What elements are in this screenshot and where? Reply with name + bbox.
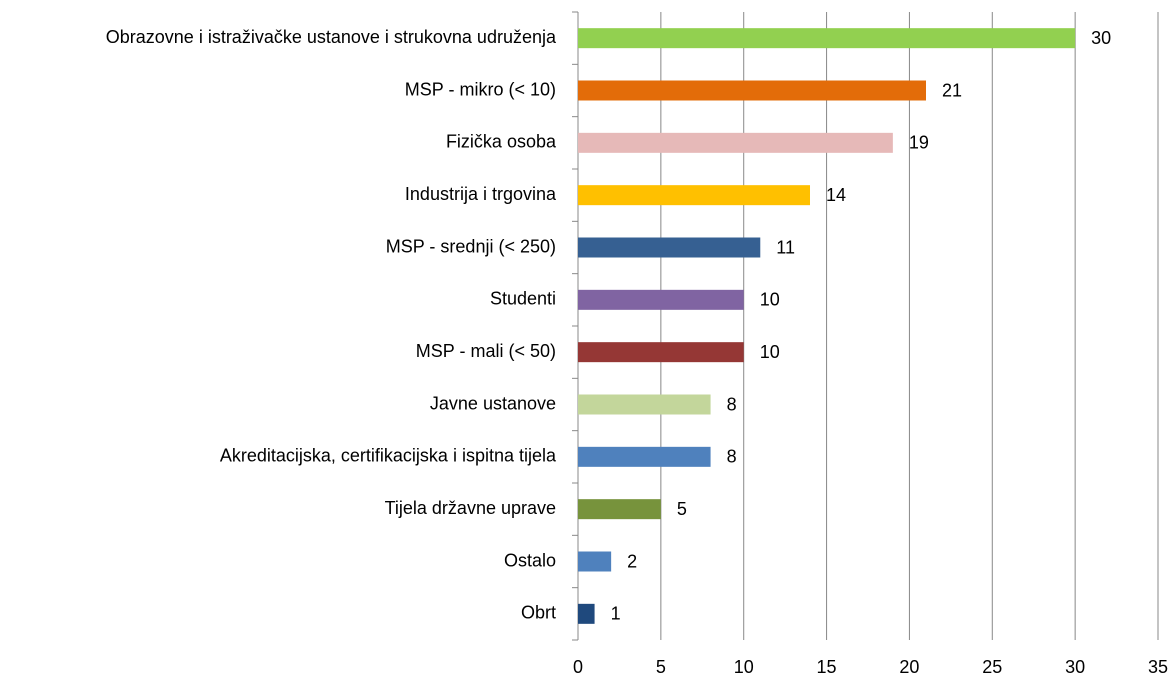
value-label: 10 (760, 290, 780, 310)
bar (578, 446, 711, 467)
bar (578, 185, 810, 206)
value-label: 2 (627, 551, 637, 571)
value-label: 8 (727, 394, 737, 414)
value-label: 30 (1091, 28, 1111, 48)
bar (578, 289, 744, 310)
x-tick-label: 10 (734, 657, 754, 677)
value-label: 14 (826, 185, 846, 205)
y-tick-label: Javne ustanove (430, 393, 556, 413)
y-tick-label: MSP - srednji (< 250) (386, 236, 556, 256)
bar (578, 394, 711, 415)
y-tick-label: Obrazovne i istraživačke ustanove i stru… (106, 27, 557, 47)
value-label: 11 (776, 237, 795, 257)
value-label: 10 (760, 342, 780, 362)
value-label: 21 (942, 80, 962, 100)
y-tick-label: MSP - mali (< 50) (416, 341, 556, 361)
x-tick-label: 35 (1148, 657, 1168, 677)
value-label: 8 (727, 447, 737, 467)
bar (578, 237, 761, 258)
bar (578, 551, 612, 572)
bar (578, 342, 744, 363)
bar (578, 603, 595, 624)
bar (578, 132, 893, 153)
value-label: 19 (909, 133, 929, 153)
bar (578, 80, 926, 101)
x-tick-label: 30 (1065, 657, 1085, 677)
x-tick-label: 15 (817, 657, 837, 677)
y-tick-label: MSP - mikro (< 10) (405, 79, 556, 99)
y-tick-label: Industrija i trgovina (405, 184, 557, 204)
x-tick-label: 0 (573, 657, 583, 677)
bar (578, 499, 661, 520)
y-tick-label: Ostalo (504, 550, 556, 570)
y-tick-label: Fizička osoba (446, 132, 557, 152)
y-tick-label: Studenti (490, 289, 556, 309)
x-tick-label: 25 (982, 657, 1002, 677)
x-tick-label: 5 (656, 657, 666, 677)
value-label: 1 (611, 604, 621, 624)
bar (578, 28, 1076, 49)
y-tick-label: Akreditacijska, certifikacijska i ispitn… (220, 446, 557, 466)
x-tick-label: 20 (899, 657, 919, 677)
y-tick-label: Obrt (521, 603, 556, 623)
value-label: 5 (677, 499, 687, 519)
y-tick-label: Tijela državne uprave (385, 498, 556, 518)
